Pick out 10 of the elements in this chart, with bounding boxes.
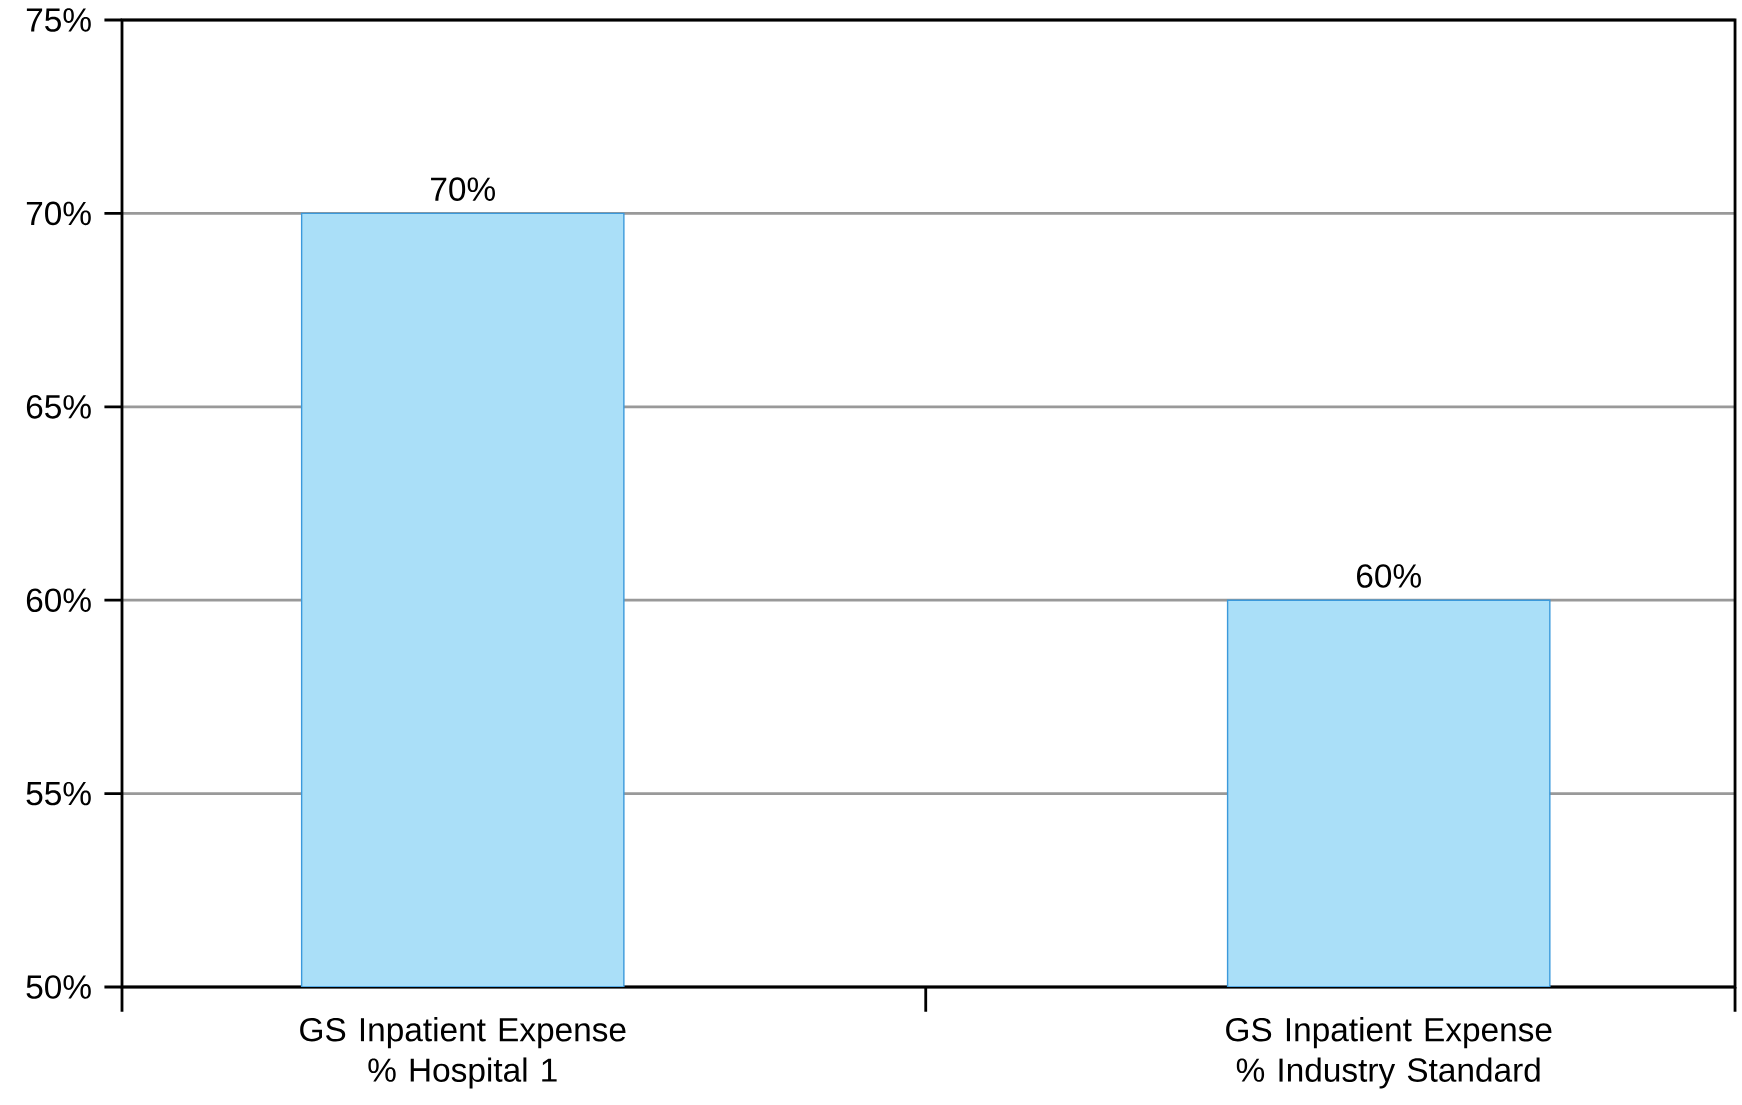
y-tick-label: 60% <box>26 588 91 613</box>
y-tick-label: 65% <box>26 394 91 419</box>
x-tick-label: GS Inpatient Expense % Hospital 1 <box>300 1017 626 1089</box>
y-tick-label: 55% <box>26 781 91 806</box>
y-tick-label: 50% <box>26 975 91 999</box>
data-label: 60% <box>1357 564 1421 588</box>
x-tick-label: GS Inpatient Expense % Industry Standard <box>1226 1017 1552 1089</box>
y-tick-label: 70% <box>26 201 91 226</box>
y-tick-label: 75% <box>26 8 91 32</box>
data-label: 70% <box>431 177 495 201</box>
